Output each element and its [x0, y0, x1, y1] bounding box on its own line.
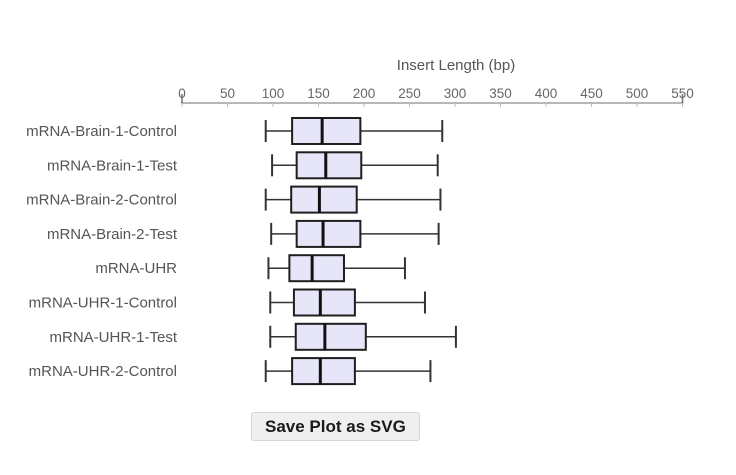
row-label: mRNA-UHR-1-Control: [29, 295, 177, 312]
save-plot-svg-button[interactable]: Save Plot as SVG: [251, 412, 420, 441]
iqr-box: [291, 117, 362, 145]
iqr-box: [291, 357, 356, 386]
chart-title: Insert Length (bp): [396, 57, 516, 74]
row-label: mRNA-UHR: [95, 260, 177, 277]
iqr-box: [294, 322, 367, 351]
axis-tick-label: 500: [626, 86, 649, 101]
axis-tick-label: 250: [398, 86, 421, 101]
axis-tick-label: 200: [353, 86, 376, 101]
iqr-box: [295, 219, 362, 248]
row-label: mRNA-Brain-2-Test: [47, 226, 178, 243]
axis-tick-label: 550: [671, 86, 694, 101]
row-label: mRNA-Brain-2-Control: [26, 192, 177, 209]
axis-tick-label: 100: [262, 86, 285, 101]
axis-tick-label: 50: [220, 86, 235, 101]
axis-tick-label: 350: [489, 86, 512, 101]
axis-tick-label: 450: [580, 86, 603, 101]
insert-length-boxplot-chart: 0 50 100 150 200 250 300 350 400 450 500 550 mRNA-Br…: [26, 86, 694, 386]
iqr-box: [295, 151, 363, 180]
row-label: mRNA-UHR-2-Control: [29, 363, 177, 380]
row-label: mRNA-Brain-1-Test: [47, 157, 178, 174]
iqr-box: [292, 288, 356, 317]
iqr-box: [288, 254, 345, 283]
row-label: mRNA-UHR-1-Test: [50, 329, 178, 346]
row-label: mRNA-Brain-1-Control: [26, 123, 177, 140]
axis-tick-label: 0: [178, 86, 186, 101]
axis-tick-label: 150: [307, 86, 330, 101]
axis-tick-label: 300: [444, 86, 467, 101]
axis-tick-label: 400: [535, 86, 558, 101]
iqr-box: [290, 185, 358, 214]
